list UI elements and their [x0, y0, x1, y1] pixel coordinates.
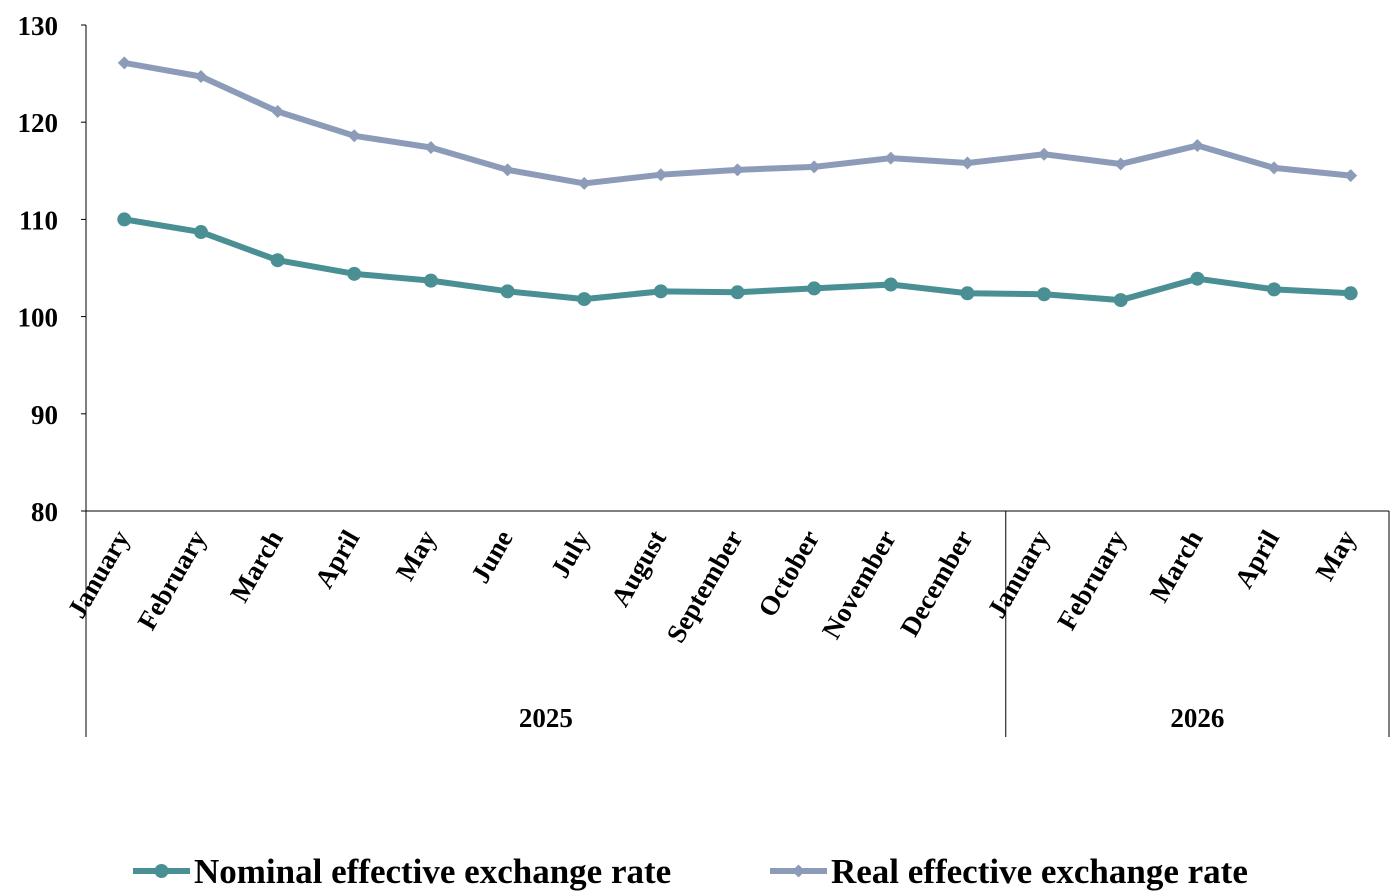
- data-point: [1037, 287, 1052, 302]
- x-tick-label: September: [660, 525, 748, 648]
- legend-entry: Nominal effective exchange rate: [133, 852, 671, 891]
- data-point: [1344, 169, 1358, 183]
- x-tick-label: December: [894, 525, 978, 641]
- data-point: [1113, 293, 1128, 308]
- legend: Nominal effective exchange rate Real effe…: [133, 852, 1248, 891]
- y-tick-label: 100: [18, 303, 59, 333]
- series-real: [117, 56, 1358, 190]
- data-point: [117, 56, 131, 70]
- data-point: [1190, 271, 1205, 286]
- data-point: [883, 277, 898, 292]
- x-tick-label: March: [224, 525, 289, 607]
- data-point: [1343, 286, 1358, 301]
- data-point: [884, 151, 898, 165]
- x-tick-label: July: [545, 525, 596, 583]
- data-point: [270, 253, 285, 268]
- x-tick-label: March: [1144, 525, 1209, 607]
- x-tick-label: April: [309, 525, 366, 594]
- data-point: [654, 168, 668, 182]
- data-point: [653, 284, 668, 299]
- data-point: [577, 176, 591, 190]
- data-point: [501, 163, 515, 177]
- series-nominal: [117, 212, 1358, 308]
- x-tick-label: May: [1310, 525, 1362, 586]
- x-tick-label: November: [816, 525, 902, 644]
- x-tick-label: January: [62, 525, 136, 624]
- x-tick-label: August: [605, 525, 672, 611]
- data-point: [194, 70, 208, 84]
- data-point: [730, 285, 745, 300]
- data-point: [807, 160, 821, 174]
- y-tick-label: 120: [18, 108, 59, 138]
- y-tick-label: 90: [31, 400, 58, 430]
- data-point: [347, 266, 362, 281]
- series-layer: [117, 56, 1358, 308]
- x-tick-label: October: [752, 525, 825, 622]
- legend-entry: Real effective exchange rate: [770, 852, 1248, 891]
- year-group-label: 2026: [1170, 703, 1224, 733]
- x-tick-label: February: [1051, 525, 1132, 635]
- x-tick-label: May: [390, 525, 442, 586]
- data-point: [347, 129, 361, 143]
- data-point: [500, 284, 515, 299]
- data-point: [271, 105, 285, 119]
- data-point: [792, 864, 805, 878]
- y-tick-label: 130: [18, 11, 59, 41]
- data-point: [154, 864, 169, 878]
- data-point: [423, 273, 438, 288]
- data-point: [960, 286, 975, 301]
- data-point: [731, 163, 744, 177]
- data-point: [1267, 282, 1282, 297]
- legend-label: Real effective exchange rate: [831, 852, 1248, 891]
- x-tick-label: January: [981, 525, 1055, 624]
- data-point: [1190, 139, 1204, 153]
- legend-label: Nominal effective exchange rate: [194, 852, 671, 891]
- data-point: [1114, 157, 1128, 171]
- data-point: [960, 156, 974, 170]
- data-point: [807, 281, 822, 296]
- data-point: [1267, 161, 1281, 175]
- year-group-label: 2025: [519, 703, 573, 733]
- y-tick-label: 80: [31, 497, 58, 527]
- data-point: [424, 140, 438, 154]
- data-point: [193, 225, 208, 240]
- x-tick-label: June: [465, 525, 519, 588]
- y-tick-label: 110: [19, 205, 58, 235]
- data-point: [1037, 147, 1051, 161]
- data-point: [577, 292, 592, 307]
- x-tick-label: April: [1228, 525, 1285, 594]
- data-point: [117, 212, 132, 227]
- x-tick-label: February: [131, 525, 212, 635]
